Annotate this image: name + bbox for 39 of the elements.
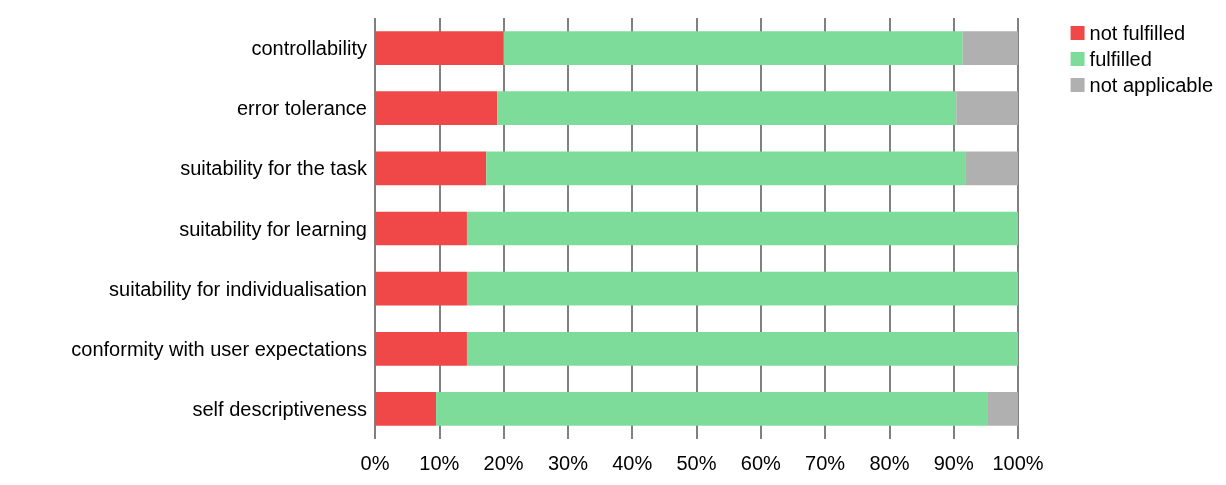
bar (503, 31, 963, 65)
y-tick-label: suitability for learning (179, 217, 367, 240)
x-tick-label: 20% (483, 452, 524, 474)
y-tick-label: self descriptiveness (192, 397, 367, 420)
bar (962, 31, 1018, 65)
bar (375, 392, 437, 426)
x-tick-label: 100% (992, 452, 1044, 474)
bar (436, 392, 988, 426)
bar (987, 392, 1018, 426)
legend-label: fulfilled (1089, 48, 1152, 70)
bar (965, 151, 1018, 186)
bar (375, 151, 487, 186)
bar (375, 31, 504, 65)
bar (956, 91, 1018, 126)
x-tick-label: 0% (360, 452, 390, 474)
bar (466, 271, 1018, 306)
y-tick-label: suitability for the task (180, 157, 368, 180)
y-tick-label: conformity with user expectations (71, 337, 367, 360)
bar (375, 211, 467, 246)
bar (375, 91, 498, 126)
x-tick-label: 80% (869, 452, 910, 474)
bar (375, 331, 467, 366)
x-tick-label: 90% (933, 452, 974, 474)
y-tick-label: error tolerance (236, 97, 367, 120)
legend-label: not applicable (1089, 74, 1214, 96)
x-tick-label: 40% (612, 452, 653, 474)
x-tick-label: 10% (419, 452, 460, 474)
x-tick-label: 50% (676, 452, 717, 474)
bar (486, 151, 966, 186)
y-tick-label: suitability for individualisation (109, 277, 367, 300)
bar (466, 331, 1018, 366)
legend-label: not fulfilled (1089, 22, 1186, 44)
bar (466, 211, 1018, 246)
bar (497, 91, 957, 126)
x-tick-label: 70% (805, 452, 846, 474)
bar (375, 271, 467, 306)
x-tick-label: 60% (740, 452, 782, 474)
y-tick-label: controllability (251, 37, 367, 60)
x-tick-label: 30% (547, 452, 589, 474)
